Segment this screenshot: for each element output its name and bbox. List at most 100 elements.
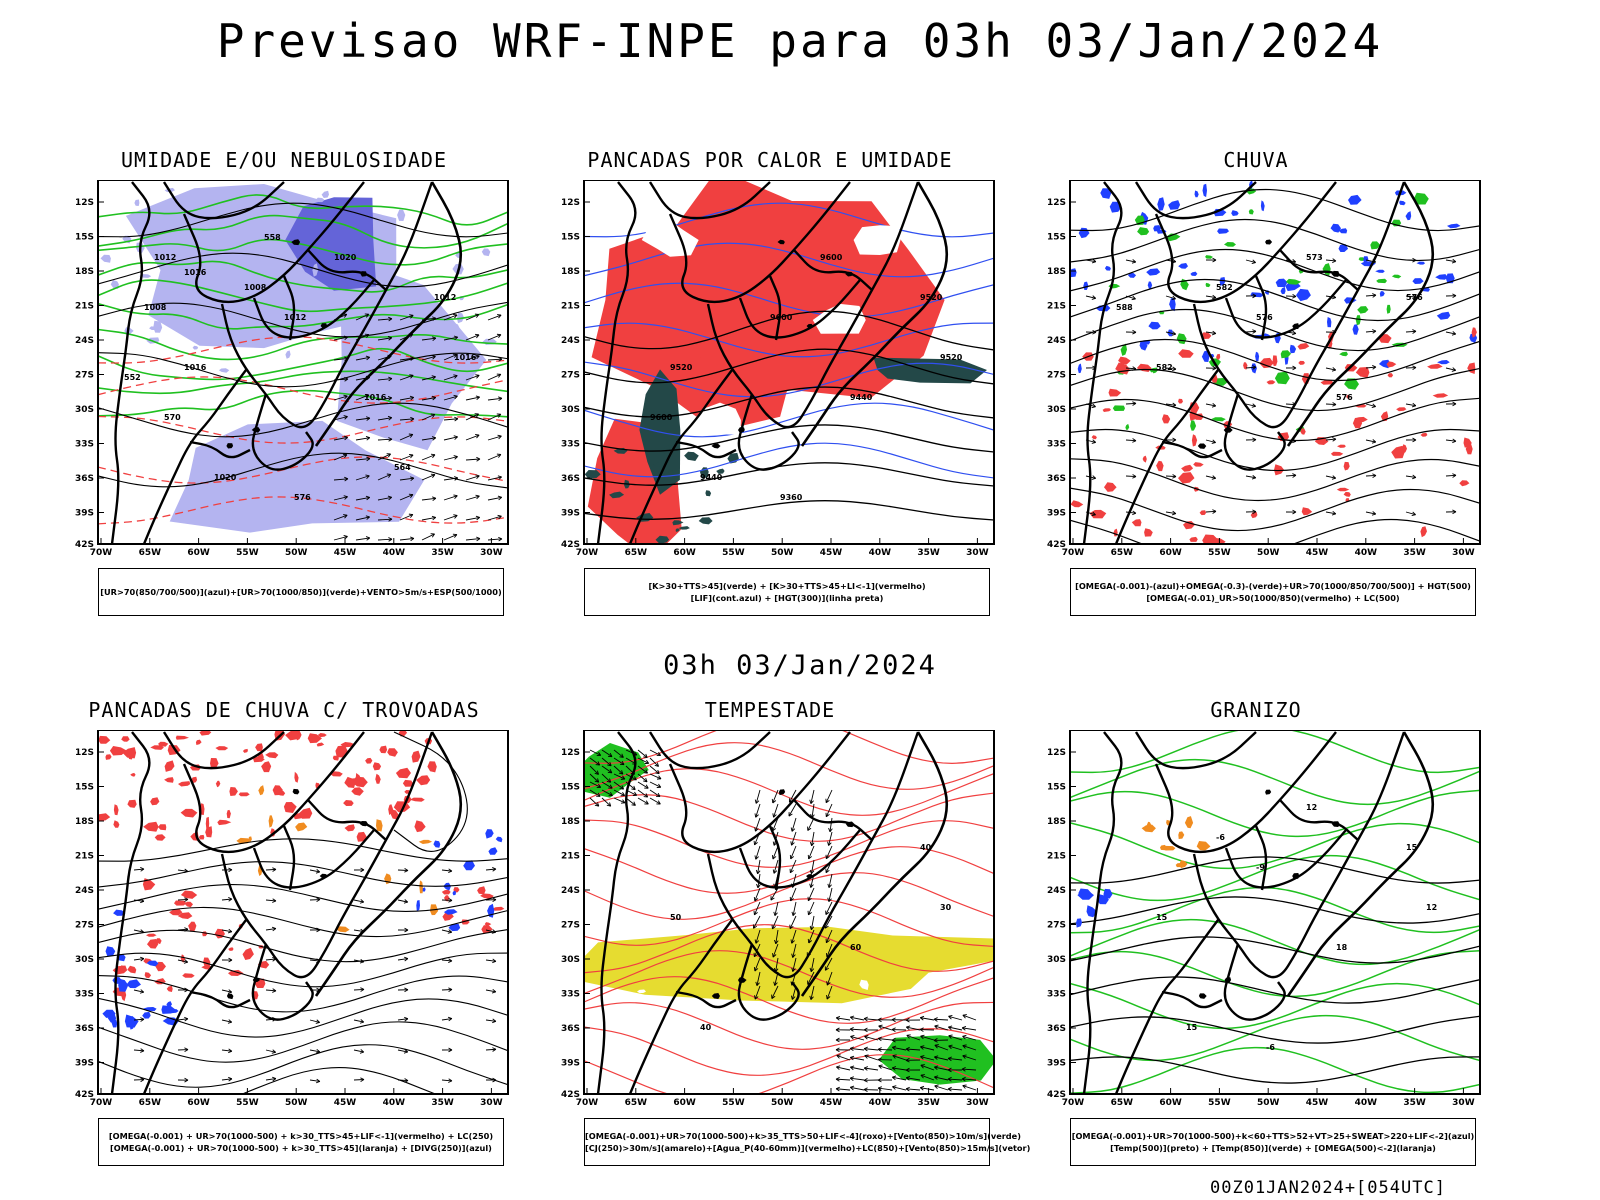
strong-omega-area [1190, 420, 1197, 431]
lat-label: 30S [75, 405, 94, 415]
wind-vector [344, 376, 349, 382]
pressure-contour [98, 452, 508, 489]
omega-area [1327, 317, 1332, 328]
wind-vector [962, 1014, 977, 1021]
wind-vector [752, 924, 758, 929]
wind-vector [589, 749, 601, 756]
wind-vector [836, 1017, 851, 1021]
lon-label: 30W [480, 548, 503, 558]
streamline-arrow [221, 929, 232, 933]
streamline-arrow [1412, 257, 1417, 263]
wind-vector [789, 896, 794, 902]
streamline-arrow [353, 988, 365, 991]
lon-label: 65W [139, 1098, 162, 1108]
streamline-arrow [397, 1049, 408, 1053]
streamline-arrow [404, 1016, 409, 1022]
lon-label: 50W [1257, 548, 1280, 558]
humidity-high-area [134, 199, 140, 206]
wind-vector [920, 1074, 925, 1079]
wind-vector [753, 896, 759, 902]
wind-vector [836, 1054, 841, 1059]
wind-vector [377, 496, 392, 501]
wind-vector [452, 353, 458, 358]
contour-label: 558 [264, 233, 281, 242]
legend-line: [OMEGA(-0.001)+UR>70(1000-500)+k>35_TTS>… [585, 1131, 1021, 1141]
lat-label: 12S [1047, 198, 1066, 208]
wind-vector [399, 494, 414, 501]
wind-vector [430, 453, 436, 459]
streamline-arrow [1451, 367, 1457, 372]
wind-vector [891, 1037, 896, 1043]
wind-vector [613, 749, 624, 758]
lon-label: 55W [236, 1098, 259, 1108]
country-border [1192, 181, 1406, 429]
wind-vector [421, 376, 436, 381]
streamline-arrow [1132, 401, 1137, 406]
streamline-arrow [139, 929, 145, 934]
country-border [648, 181, 771, 220]
precipitable-water-contour [584, 1001, 994, 1050]
wind-vector [934, 1075, 939, 1080]
omega-area [1201, 350, 1210, 362]
convection-area [418, 839, 433, 844]
streamline-arrow [447, 929, 453, 934]
heat-humidity-area [584, 470, 601, 479]
streamline-arrow [485, 1019, 496, 1022]
thunderstorm-area [127, 799, 137, 808]
wind-vector [826, 985, 833, 1000]
wind-vector [366, 456, 371, 462]
rain-area [1104, 482, 1117, 492]
streamline-arrow [177, 928, 189, 931]
panel-pancadas-calor: PANCADAS POR CALOR E UMIDADE 9600 9600 952… [520, 148, 1000, 638]
divergence-area [124, 1014, 139, 1028]
thunderstorm-area [205, 826, 213, 838]
wind-vector [607, 761, 612, 767]
wind-vector [431, 355, 436, 360]
thunderstorm-area [402, 779, 413, 787]
wind-vector [589, 797, 600, 807]
temp-850-contour [1070, 886, 1480, 934]
strong-omega-area [1205, 255, 1213, 259]
lon-label: 70W [90, 1098, 113, 1108]
streamline-arrow [1325, 403, 1337, 405]
thunderstorm-area [332, 755, 339, 761]
wind-vector [771, 854, 777, 860]
country-border [142, 919, 247, 1094]
wind-vector [475, 374, 480, 379]
wind-vector [849, 1085, 855, 1091]
wind-vector [835, 1078, 851, 1081]
streamline-arrow [1325, 511, 1336, 515]
streamline-arrow [1091, 403, 1096, 409]
wind-vector [409, 374, 414, 379]
wind-vector [850, 1066, 865, 1071]
thunderstorm-area [238, 792, 250, 797]
wind-vector [601, 765, 613, 774]
wind-vector [809, 799, 814, 804]
wind-vector [791, 967, 796, 972]
wind-vector [755, 869, 761, 875]
wind-vector [355, 313, 369, 321]
wind-vector [443, 314, 458, 321]
rain-area [1298, 360, 1305, 365]
country-border [1154, 731, 1337, 854]
temp-500-contour [1070, 976, 1480, 1004]
lon-label: 65W [1111, 1098, 1134, 1108]
wind-vector [496, 373, 502, 378]
streamline-arrow [1165, 367, 1176, 370]
wind-vector [655, 769, 660, 775]
wind-vector [920, 1064, 925, 1069]
country-border [768, 825, 782, 891]
streamline-arrow [491, 929, 497, 934]
wind-vector [892, 1054, 897, 1059]
rain-area [1193, 413, 1204, 420]
wind-vector [649, 781, 661, 788]
map-field: -6 -9 12 15 15 18 15 12 -6 [1070, 730, 1480, 1094]
wind-vector [399, 418, 414, 421]
storm-heat-area [669, 343, 788, 427]
wind-vector [613, 797, 626, 804]
wind-vector [643, 793, 649, 798]
legend-line: [OMEGA(-0.001)-(azul)+OMEGA(-0.3)-(verde… [1075, 581, 1471, 591]
streamline-arrow [221, 1078, 232, 1081]
thunderstorm-area [166, 985, 173, 992]
strong-omega-area [1358, 257, 1364, 261]
